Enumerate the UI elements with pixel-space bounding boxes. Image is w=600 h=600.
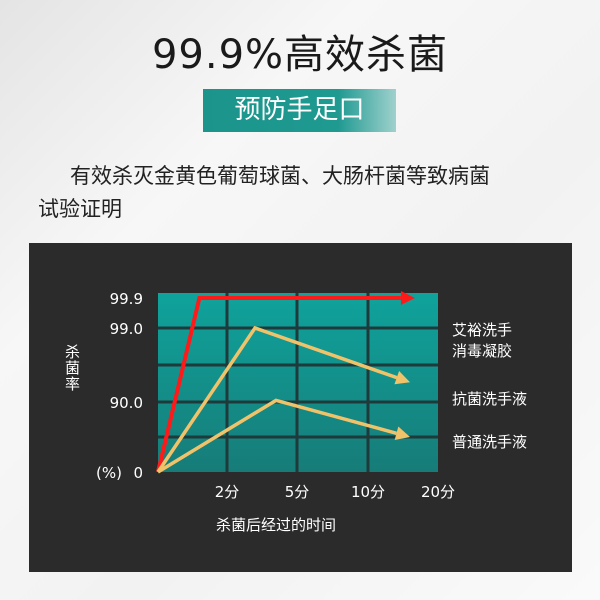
description: 有效杀灭金黄色葡萄球菌、大肠杆菌等致病菌 试验证明 xyxy=(38,160,578,226)
y-tick-label: 0 xyxy=(133,464,143,482)
legend-label: 抗菌洗手液 xyxy=(452,390,527,408)
series-line xyxy=(156,296,401,473)
y-axis-label: 杀菌率 xyxy=(63,344,81,392)
series-arrowhead xyxy=(400,291,415,305)
y-unit-label: (%) xyxy=(96,464,122,482)
legend-label: 艾裕洗手 xyxy=(452,321,512,339)
x-tick-label: 20分 xyxy=(421,483,455,501)
series-line xyxy=(157,398,397,474)
banner: 预防手足口 xyxy=(203,89,396,132)
legend-label: 普通洗手液 xyxy=(452,433,527,451)
y-tick-label: 99.0 xyxy=(110,320,143,338)
series-arrowhead xyxy=(394,371,410,385)
x-tick-label: 5分 xyxy=(285,483,310,501)
legend-label: 消毒凝胶 xyxy=(452,342,512,360)
description-line-2: 试验证明 xyxy=(38,197,122,221)
x-tick-label: 2分 xyxy=(215,483,240,501)
series-line xyxy=(156,325,398,473)
description-line-1: 有效杀灭金黄色葡萄球菌、大肠杆菌等致病菌 xyxy=(70,164,490,188)
x-tick-label: 10分 xyxy=(351,483,385,501)
page-title: 99.9%高效杀菌 xyxy=(151,32,449,78)
y-tick-label: 90.0 xyxy=(110,394,143,412)
x-axis-label: 杀菌后经过的时间 xyxy=(216,516,336,534)
series-arrowhead xyxy=(394,426,410,441)
y-tick-label: 99.9 xyxy=(110,290,143,308)
